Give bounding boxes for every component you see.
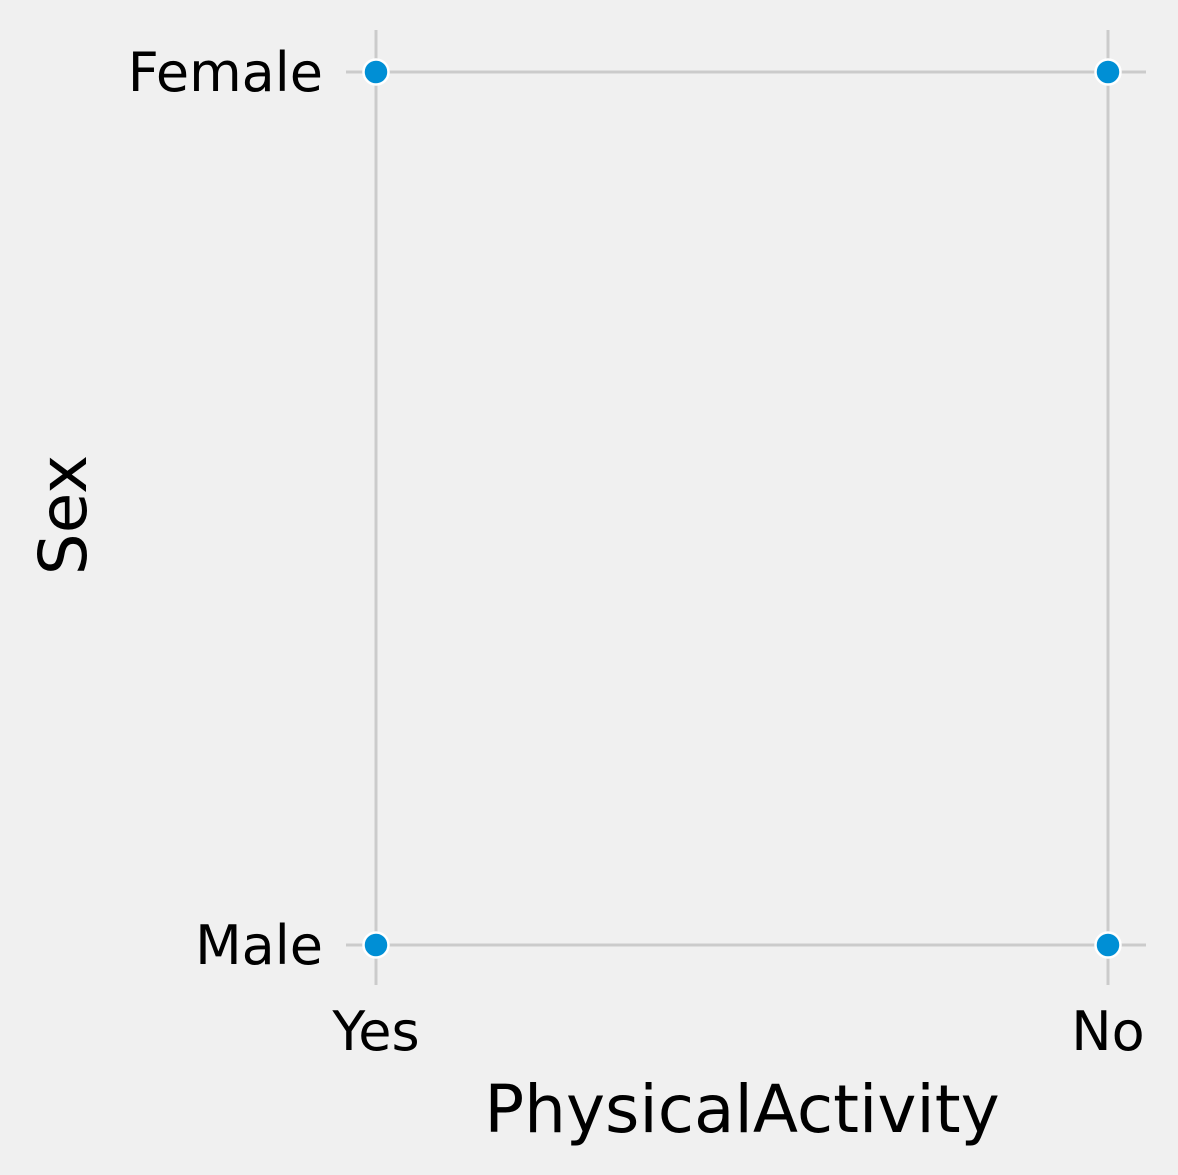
tick-labels: Yes No Male Female <box>128 41 1145 1063</box>
x-tick-label: No <box>1071 1000 1144 1063</box>
data-point <box>362 931 390 959</box>
data-point <box>1094 931 1122 959</box>
data-point <box>362 58 390 86</box>
x-axis-label: PhysicalActivity <box>484 1071 999 1148</box>
points-layer <box>362 58 1122 959</box>
x-tick-label: Yes <box>331 1000 419 1063</box>
grid-layer <box>346 30 1146 985</box>
y-tick-label: Male <box>195 914 323 977</box>
y-tick-label: Female <box>128 41 323 104</box>
data-point <box>1094 58 1122 86</box>
y-axis-label: Sex <box>25 455 102 575</box>
